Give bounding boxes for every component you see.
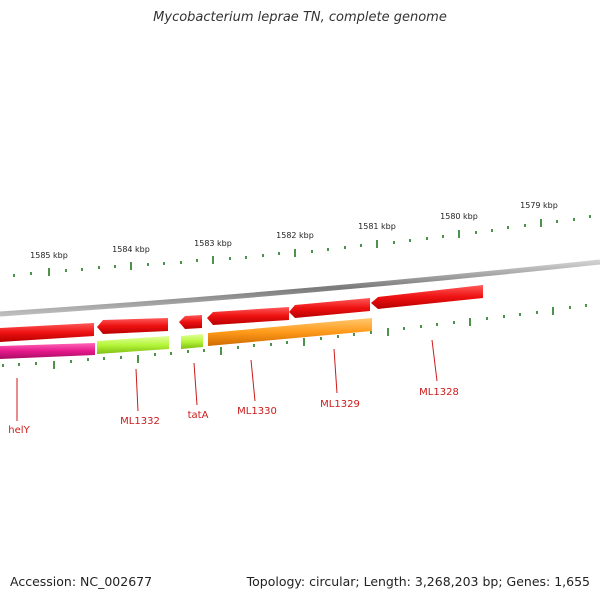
gene-label-ML1332: ML1332 [120,416,160,427]
outer-tick-ruler [13,215,591,277]
gene-label-ML1328: ML1328 [419,387,459,398]
kbp-label-1579: 1579 kbp [520,201,558,210]
gene-arrow [371,285,483,309]
label-leader-lines [16,339,438,421]
gene-label-ML1330: ML1330 [237,406,277,417]
inner-tick-ruler [2,304,587,369]
genome-backbone [0,259,600,317]
kbp-label-1584: 1584 kbp [112,245,150,254]
kbp-label-1583: 1583 kbp [194,239,232,248]
gene-arrow [179,315,202,329]
gene-label-ML1329: ML1329 [320,399,360,410]
gene-helY-bar [0,343,95,359]
kbp-label-1582: 1582 kbp [276,231,314,240]
gene-arrow [207,307,289,325]
kbp-label-1580: 1580 kbp [440,212,478,221]
gene-tatA-bar [181,334,203,349]
map-title: Mycobacterium leprae TN, complete genome [153,10,447,25]
gene-label-tatA: tatA [188,410,209,421]
kbp-label-1585: 1585 kbp [30,251,68,260]
gene-arrow [289,298,370,318]
gene-arrow [0,323,94,342]
gene-arrow [97,318,168,334]
gene-ML1330-ML1329-bar [208,318,372,346]
accession-text: Accession: NC_002677 [10,574,153,589]
kbp-label-1581: 1581 kbp [358,222,396,231]
forward-strand-genes [0,285,483,342]
genome-summary-text: Topology: circular; Length: 3,268,203 bp… [246,574,590,589]
gene-ML1332-bar [97,336,169,354]
reverse-strand-genes [0,318,372,359]
gene-label-helY: helY [8,425,30,436]
